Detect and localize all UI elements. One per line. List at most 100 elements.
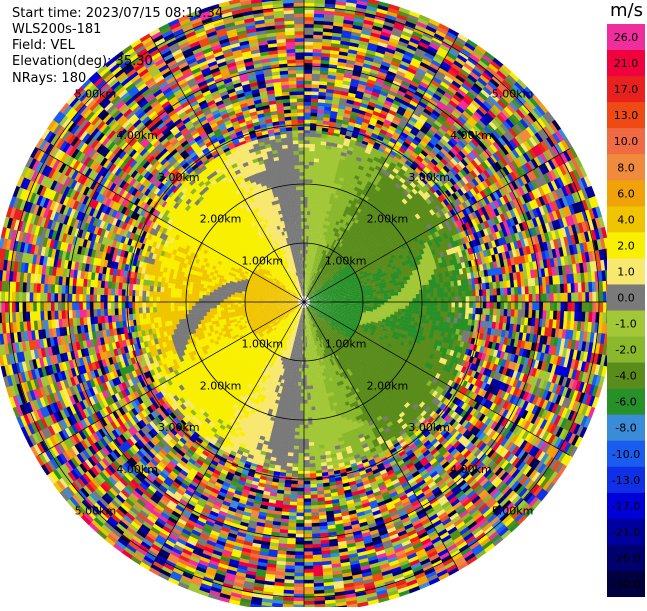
noise-gate <box>518 294 522 302</box>
noise-gate <box>314 0 325 4</box>
noise-gate <box>521 287 525 295</box>
noise-gate <box>293 601 304 605</box>
noise-gate <box>528 286 532 295</box>
noise-gate <box>489 309 493 316</box>
noise-gate <box>518 287 522 295</box>
noise-gate <box>304 495 311 499</box>
noise-gate <box>296 527 304 531</box>
noise-gate <box>295 551 304 555</box>
noise-gate <box>310 491 317 495</box>
noise-gate <box>297 481 304 485</box>
noise-gate <box>310 480 317 484</box>
noise-gate <box>304 527 313 531</box>
noise-gate <box>304 24 314 28</box>
noise-gate <box>496 309 500 316</box>
noise-gate <box>497 302 501 309</box>
noise-gate <box>293 587 304 591</box>
noise-gate <box>518 302 522 310</box>
noise-gate <box>296 516 304 520</box>
noise-gate <box>486 308 490 315</box>
noise-gate <box>550 302 554 311</box>
noise-gate <box>304 551 313 555</box>
noise-gate <box>536 294 540 303</box>
noise-gate <box>589 302 593 313</box>
noise-gate <box>575 302 579 312</box>
noise-gate <box>311 502 319 506</box>
noise-gate <box>525 302 529 310</box>
noise-gate <box>304 20 314 24</box>
noise-gate <box>589 292 593 303</box>
noise-gate <box>289 512 297 516</box>
noise-gate <box>310 473 317 477</box>
noise-gate <box>578 292 582 302</box>
noise-gate <box>476 296 480 303</box>
noise-gate <box>304 49 313 53</box>
noise-gate <box>304 3 315 7</box>
noise-gate <box>532 294 536 303</box>
noise-gate <box>297 495 304 499</box>
noise-gate <box>304 56 313 60</box>
noise-gate <box>291 484 298 488</box>
noise-gate <box>298 474 305 478</box>
noise-gate <box>304 10 315 14</box>
noise-gate <box>304 109 311 113</box>
noise-gate <box>303 583 314 587</box>
noise-gate <box>304 523 312 527</box>
noise-gate <box>304 562 314 566</box>
noise-gate <box>304 520 312 524</box>
noise-gate <box>303 587 314 591</box>
noise-gate <box>295 541 304 545</box>
noise-gate <box>511 309 515 317</box>
noise-gate <box>289 502 297 506</box>
noise-gate <box>514 287 518 295</box>
noise-gate <box>522 302 526 310</box>
noise-gate <box>290 494 297 498</box>
noise-gate <box>296 523 304 527</box>
noise-gate <box>296 513 304 517</box>
noise-gate <box>489 289 493 296</box>
noise-gate <box>542 310 546 319</box>
noise-gate <box>304 569 314 573</box>
noise-gate <box>287 530 296 534</box>
noise-gate <box>297 488 304 492</box>
noise-gate <box>291 480 298 484</box>
noise-gate <box>297 484 304 488</box>
noise-gate <box>290 498 298 502</box>
noise-gate <box>482 289 486 296</box>
noise-gate <box>529 302 533 310</box>
noise-gate <box>493 295 497 302</box>
noise-gate <box>311 512 319 516</box>
noise-gate <box>312 530 321 534</box>
noise-gate <box>504 309 508 317</box>
noise-gate <box>500 288 504 296</box>
noise-gate <box>546 302 550 311</box>
noise-gate <box>525 294 529 302</box>
noise-gate <box>287 540 296 544</box>
noise-gate <box>529 294 533 303</box>
noise-gate <box>490 302 494 309</box>
noise-gate <box>560 284 564 294</box>
noise-gate <box>289 509 297 513</box>
noise-gate <box>304 38 314 42</box>
noise-gate <box>311 88 319 92</box>
noise-gate <box>311 516 319 520</box>
noise-gate <box>543 294 547 303</box>
noise-gate <box>304 516 312 520</box>
noise-gate <box>536 302 540 311</box>
noise-gate <box>304 95 312 99</box>
noise-gate <box>293 597 304 601</box>
noise-gate <box>511 295 515 303</box>
noise-gate <box>304 481 311 485</box>
noise-gate <box>304 17 315 21</box>
noise-gate <box>507 309 511 317</box>
noise-gate <box>493 289 497 296</box>
noise-gate <box>303 576 313 580</box>
noise-gate <box>304 484 311 488</box>
noise-gate <box>294 573 304 577</box>
noise-gate <box>592 292 596 303</box>
noise-gate <box>304 80 312 84</box>
noise-gate <box>290 491 297 495</box>
noise-gate <box>312 59 321 63</box>
noise-gate <box>288 519 296 523</box>
